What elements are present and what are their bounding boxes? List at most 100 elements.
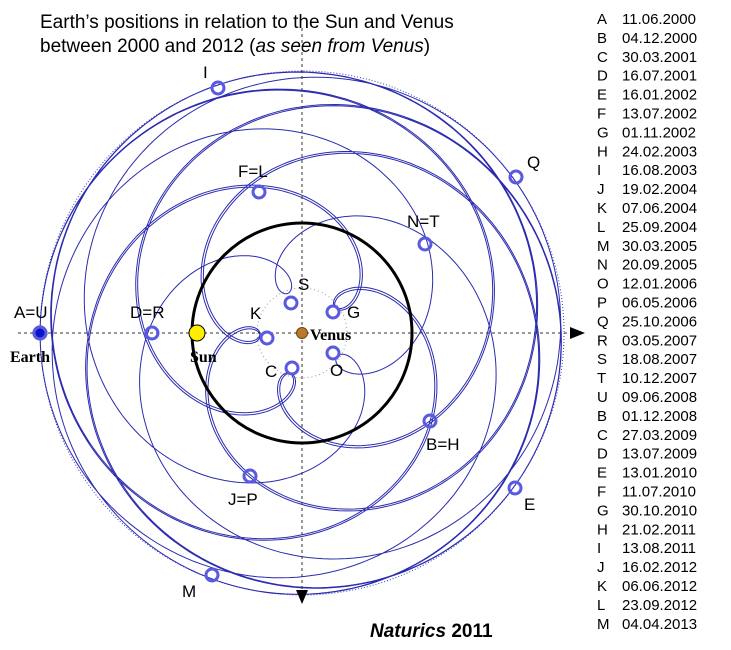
date-letter: P [597, 295, 607, 312]
date-letter: I [597, 540, 601, 557]
position-label: O [330, 361, 343, 380]
date-value: 18.08.2007 [622, 351, 697, 368]
credit-year: 2011 [451, 621, 493, 642]
date-letter: M [597, 238, 610, 255]
date-letter: E [597, 465, 607, 482]
date-value: 04.04.2013 [622, 616, 697, 633]
date-value: 11.06.2000 [622, 11, 696, 28]
date-value: 16.07.2001 [622, 68, 697, 85]
date-value: 23.09.2012 [622, 597, 697, 614]
date-letter: D [597, 68, 608, 85]
position-label: A=U [14, 303, 48, 322]
position-label: C [265, 362, 277, 381]
position-marker [32, 325, 48, 341]
title-part: as seen from Venus [256, 36, 425, 57]
date-letter: F [597, 484, 606, 501]
date-value: 13.01.2010 [622, 465, 697, 482]
sun [188, 324, 206, 342]
date-value: 30.03.2001 [622, 49, 697, 66]
date-letter: J [597, 559, 605, 576]
position-marker [508, 169, 524, 185]
orbit-path [39, 71, 562, 595]
date-value: 03.05.2007 [622, 332, 697, 349]
title-part: ) [424, 36, 430, 57]
date-letter: I [597, 162, 601, 179]
date-value: 13.07.2002 [622, 106, 697, 123]
date-letter: B [597, 30, 607, 47]
title-line: between 2000 and 2012 (as seen from Venu… [40, 36, 430, 57]
date-value: 01.12.2008 [622, 408, 697, 425]
date-value: 09.06.2008 [622, 389, 697, 406]
date-letter: H [597, 521, 608, 538]
date-letter: E [597, 87, 607, 104]
position-marker [242, 468, 258, 484]
position-marker [204, 567, 220, 583]
date-value: 30.03.2005 [622, 238, 697, 255]
date-letter: K [597, 578, 607, 595]
position-label: M [182, 582, 196, 601]
date-value: 30.10.2010 [622, 502, 697, 519]
date-letter: Q [597, 313, 609, 330]
credit: Naturics 2011 [370, 621, 493, 642]
date-letter: L [597, 597, 605, 614]
date-letter: O [597, 276, 609, 293]
position-marker [284, 360, 300, 376]
date-value: 04.12.2000 [622, 30, 697, 47]
position-label: F=L [238, 162, 268, 181]
inner-circle [256, 287, 348, 379]
date-value: 13.08.2011 [622, 540, 696, 557]
date-value: 27.03.2009 [622, 427, 697, 444]
date-value: 20.09.2005 [622, 257, 697, 274]
date-value: 25.10.2006 [622, 313, 697, 330]
date-value: 25.09.2004 [622, 219, 697, 236]
date-letter: R [597, 332, 608, 349]
date-value: 19.02.2004 [622, 181, 697, 198]
position-label: S [298, 275, 309, 294]
date-value: 12.01.2006 [622, 276, 697, 293]
date-value: 07.06.2004 [622, 200, 697, 217]
date-letter: G [597, 124, 609, 141]
position-label: K [250, 304, 262, 323]
position-marker [144, 325, 160, 341]
date-letter: K [597, 200, 607, 217]
earth-label: Earth [10, 349, 50, 366]
date-letter: U [597, 389, 608, 406]
date-letter: A [597, 11, 607, 28]
position-label: E [524, 495, 535, 514]
date-letter: S [597, 351, 607, 368]
venus-label: Venus [310, 327, 351, 344]
position-marker [283, 295, 299, 311]
date-letter: N [597, 257, 608, 274]
arrow [570, 327, 585, 339]
position-marker [210, 80, 226, 96]
position-label: B=H [426, 435, 460, 454]
date-value: 16.02.2012 [622, 559, 697, 576]
date-letter: C [597, 49, 608, 66]
position-marker [507, 480, 523, 496]
position-marker [259, 330, 275, 346]
position-marker [417, 236, 433, 252]
position-marker [251, 184, 267, 200]
date-letter: L [597, 219, 605, 236]
arrow [296, 590, 308, 604]
date-value: 11.07.2010 [622, 484, 696, 501]
position-label: D=R [130, 303, 164, 322]
date-letter: D [597, 446, 608, 463]
position-marker [325, 345, 341, 361]
position-marker [325, 304, 341, 320]
position-label: N=T [407, 212, 440, 231]
title-part: between 2000 and 2012 ( [40, 36, 256, 57]
date-letter: G [597, 502, 609, 519]
venus [296, 327, 308, 339]
date-value: 21.02.2011 [622, 521, 696, 538]
credit-name: Naturics [370, 621, 446, 642]
date-value: 13.07.2009 [622, 446, 697, 463]
date-value: 16.01.2002 [622, 87, 697, 104]
date-value: 10.12.2007 [622, 370, 697, 387]
position-marker [422, 413, 438, 429]
date-letter: B [597, 408, 607, 425]
date-letter: J [597, 181, 605, 198]
title-line: Earth’s positions in relation to the Sun… [40, 12, 454, 33]
orbit-line [39, 71, 562, 595]
